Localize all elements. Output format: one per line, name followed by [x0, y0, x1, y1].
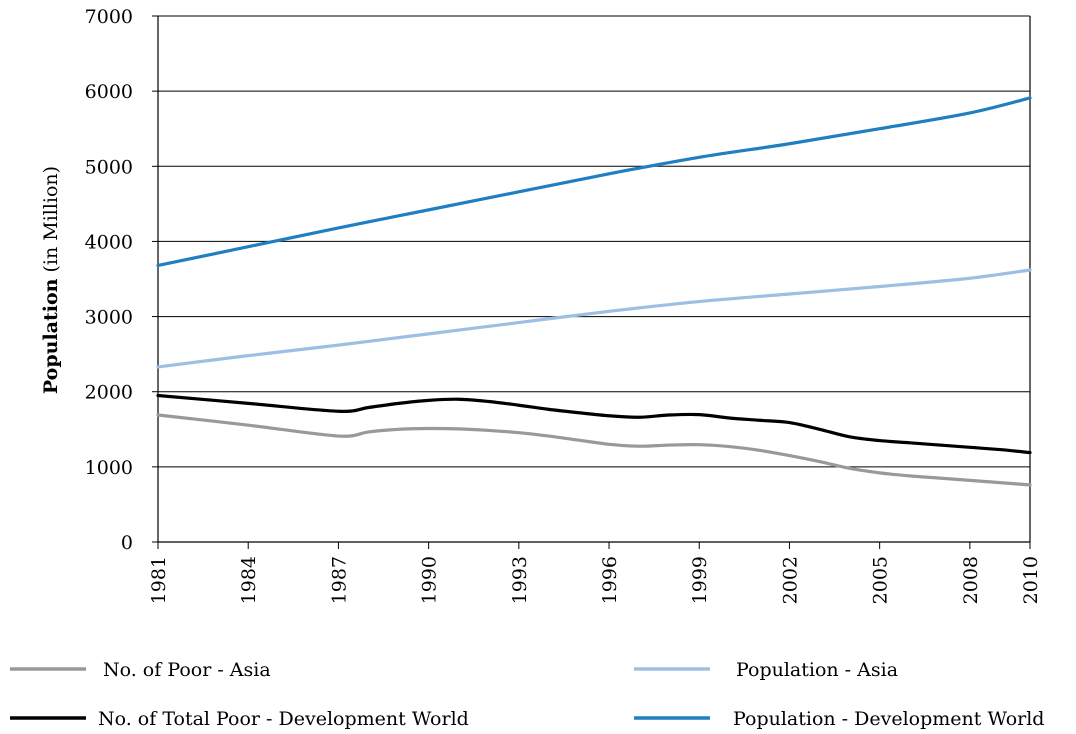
- y-axis-ticks: 0 1000 2000 3000 4000 5000 6000 7000: [85, 6, 133, 554]
- x-tick-label: 2008: [960, 556, 982, 604]
- poor-asia-line: [156, 413, 1032, 487]
- x-tick-label: 1981: [148, 556, 170, 604]
- legend-label: No. of Total Poor - Development World: [98, 708, 469, 730]
- legend-item: No. of Total Poor - Development World: [10, 708, 469, 730]
- x-axis-ticks: 1981 1984 1987 1990 1993 1996 1999 2002 2005 2008…: [148, 542, 1042, 604]
- x-tick-label: 1996: [599, 556, 621, 604]
- y-axis-label-unit: (in Million): [40, 166, 62, 273]
- y-tick-label: 5000: [85, 156, 133, 178]
- series-lines: [156, 96, 1032, 487]
- x-tick-label: 1984: [238, 556, 260, 604]
- legend-item: No. of Poor - Asia: [10, 659, 271, 681]
- x-tick-label: 2005: [870, 556, 892, 604]
- x-tick-label: 1993: [509, 556, 531, 604]
- population-asia-line: [156, 268, 1032, 369]
- y-axis-label: Population (in Million): [40, 166, 62, 394]
- legend-label: Population - Development World: [733, 708, 1044, 730]
- legend: No. of Poor - Asia Population - Asia No. o…: [10, 659, 1044, 730]
- y-tick-label: 7000: [85, 6, 133, 28]
- legend-label: Population - Asia: [736, 659, 898, 681]
- y-tick-label: 2000: [85, 382, 133, 404]
- plot-frame: [152, 15, 1031, 543]
- x-tick-label: 1999: [689, 556, 711, 604]
- y-tick-label: 4000: [85, 231, 133, 253]
- y-tick-label: 6000: [85, 81, 133, 103]
- x-tick-label: 2010: [1020, 556, 1042, 604]
- y-tick-label: 1000: [85, 457, 133, 479]
- x-tick-label: 1987: [328, 556, 350, 604]
- gridlines: [158, 15, 1030, 468]
- y-axis-label-bold: Population: [40, 278, 62, 394]
- y-tick-label: 0: [121, 532, 133, 554]
- population-developing-world-line: [156, 96, 1032, 268]
- x-tick-label: 2002: [779, 556, 801, 604]
- x-tick-label: 1990: [419, 556, 441, 604]
- total-poor-developing-world-line: [156, 393, 1032, 455]
- legend-item: Population - Development World: [634, 708, 1044, 730]
- legend-item: Population - Asia: [634, 659, 898, 681]
- legend-label: No. of Poor - Asia: [103, 659, 271, 681]
- y-tick-label: 3000: [85, 307, 133, 329]
